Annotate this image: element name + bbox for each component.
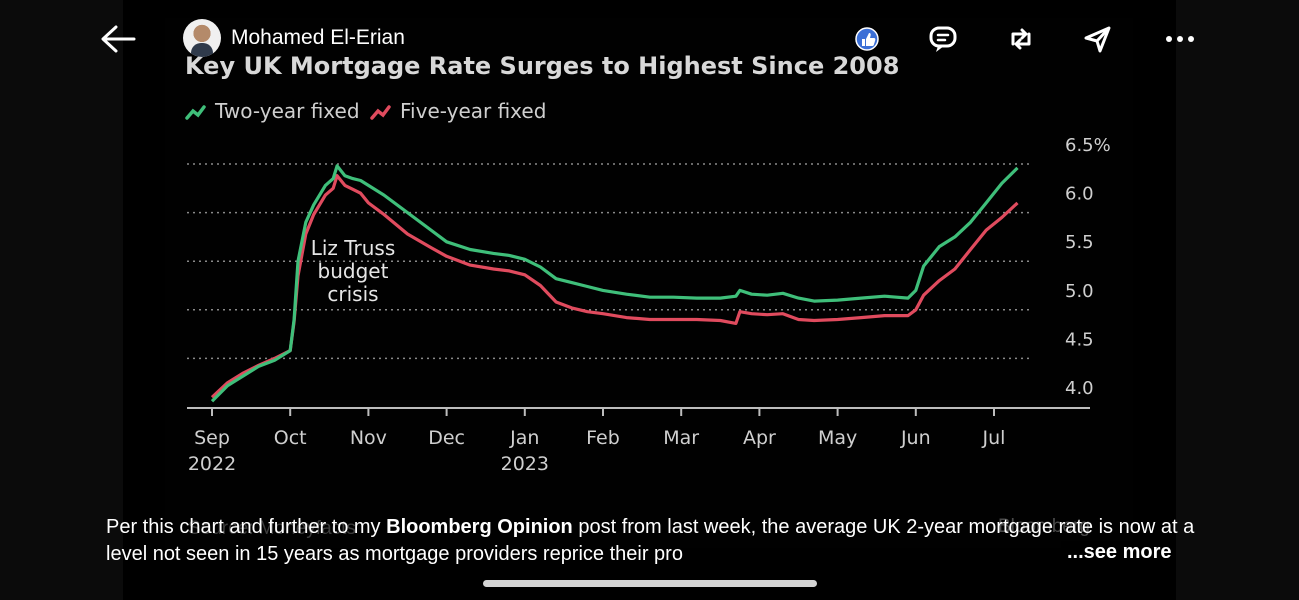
y-tick-label: 5.5 <box>1065 232 1094 253</box>
left-letterbox <box>0 0 123 600</box>
chart-title: Key UK Mortgage Rate Surges to Highest S… <box>185 52 899 80</box>
y-tick-label: 5.0 <box>1065 281 1094 302</box>
annotation-line: crisis <box>327 282 378 306</box>
comment-icon[interactable] <box>926 22 962 56</box>
post-caption[interactable]: Per this chart and further to my Bloombe… <box>106 514 1196 568</box>
chart-image: Key UK Mortgage Rate Surges to Highest S… <box>165 18 1133 548</box>
arrow-left-icon[interactable] <box>98 22 138 56</box>
caption-link-bloomberg[interactable]: Bloomberg Opinion <box>386 516 573 538</box>
y-axis: 6.5% 6.0 5.5 5.0 4.5 4.0 <box>1065 135 1111 399</box>
grid-lines <box>187 163 1030 360</box>
series-lines <box>210 164 1019 403</box>
caption-text-pre: Per this chart and further to my <box>106 516 387 538</box>
author-name[interactable]: Mohamed El-Erian <box>231 26 405 49</box>
x-year-label: 2023 <box>501 453 549 475</box>
y-tick-label: 6.5% <box>1065 135 1111 156</box>
send-icon[interactable] <box>1080 22 1116 56</box>
x-tick-label: Apr <box>743 427 776 449</box>
x-tick-label: May <box>818 427 857 449</box>
y-tick-label: 4.0 <box>1065 378 1094 399</box>
repost-icon[interactable] <box>1003 22 1039 56</box>
thumbs-up-icon[interactable] <box>851 22 887 56</box>
x-year-label: 2022 <box>188 453 236 475</box>
x-tick-label: Feb <box>586 427 620 449</box>
avatar[interactable] <box>183 19 221 57</box>
x-tick-label: Oct <box>274 427 307 449</box>
home-indicator[interactable] <box>483 580 817 587</box>
series-line-two-year <box>210 164 1019 403</box>
chart-source-text: Source: Moneyfacts <box>188 518 356 539</box>
x-tick-label: Jul <box>982 427 1006 449</box>
x-tick-label: Sep <box>194 427 230 449</box>
legend-swatch <box>185 105 206 120</box>
legend-swatch <box>370 105 391 120</box>
more-dots-icon[interactable] <box>1163 22 1199 56</box>
legend-label: Five-year fixed <box>400 99 546 123</box>
right-letterbox <box>1176 0 1299 600</box>
legend-label: Two-year fixed <box>214 99 360 123</box>
x-tick-label: Mar <box>663 427 699 449</box>
x-tick-label: Dec <box>428 427 465 449</box>
chart-legend: Two-year fixed Five-year fixed <box>185 99 546 123</box>
line-chart: Key UK Mortgage Rate Surges to Highest S… <box>185 52 1111 475</box>
post-viewer-toolbar: Mohamed El-Erian <box>0 0 1299 80</box>
chart-brand-text: Bloomberg <box>998 516 1090 537</box>
x-tick-label: Nov <box>350 427 387 449</box>
series-line-five-year <box>210 174 1019 399</box>
annotation-line: budget <box>318 259 389 283</box>
see-more-link[interactable]: ...see more <box>1061 541 1172 564</box>
x-tick-label: Jan <box>509 427 539 449</box>
y-tick-label: 4.5 <box>1065 329 1094 350</box>
caption-text-post: post from last week, the average UK 2-ye… <box>106 516 1195 565</box>
x-tick-label: Jun <box>900 427 931 449</box>
annotation-line: Liz Truss <box>311 236 396 260</box>
x-axis: Sep Oct Nov Dec Jan Feb Mar Apr May Jun Jul 2022 202… <box>187 407 1090 475</box>
y-tick-label: 6.0 <box>1065 184 1094 205</box>
